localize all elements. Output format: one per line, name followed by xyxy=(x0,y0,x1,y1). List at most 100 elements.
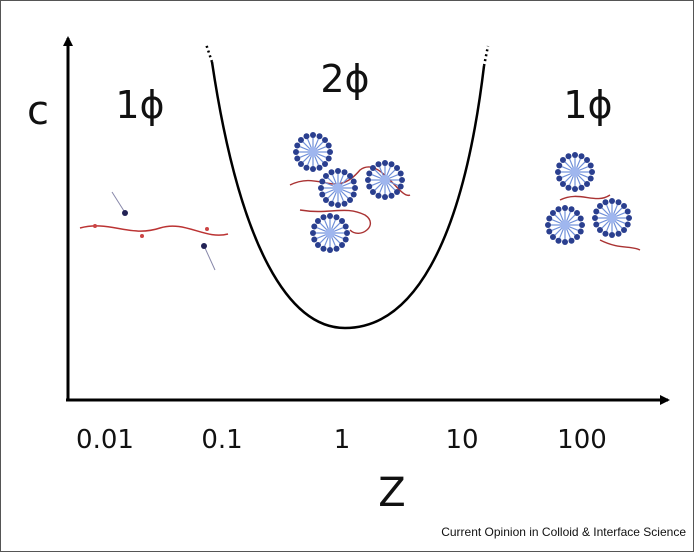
surfactant-head xyxy=(352,185,358,191)
x-tick-label: 0.1 xyxy=(201,425,242,455)
surfactant-head xyxy=(559,181,566,188)
credit: Current Opinion in Colloid & Interface S… xyxy=(441,525,686,539)
surfactant-head xyxy=(375,161,382,168)
surfactant-head xyxy=(568,237,575,244)
micelle-core xyxy=(380,175,390,185)
surfactant-head xyxy=(399,177,405,183)
surfactant-head xyxy=(589,169,595,175)
surfactant-head xyxy=(347,197,354,204)
surfactant-head xyxy=(341,200,348,207)
surfactant-head xyxy=(624,208,631,215)
surfactant-head xyxy=(382,160,388,166)
x-tick-label: 10 xyxy=(445,425,478,455)
surfactant-head xyxy=(303,133,310,140)
surfactant-head xyxy=(574,209,581,216)
surfactant-head xyxy=(549,209,556,216)
x-tick-label: 0.01 xyxy=(76,425,134,455)
surfactants xyxy=(111,191,216,271)
surfactant-head xyxy=(572,186,578,192)
surfactant-head xyxy=(320,214,327,221)
surfactant-head xyxy=(297,161,304,168)
surfactant-head xyxy=(350,178,357,185)
surfactant-head xyxy=(546,215,553,222)
surfactant-head xyxy=(347,172,354,179)
micelle-core xyxy=(607,213,617,223)
x-axis-label: Z xyxy=(378,470,405,516)
micelle xyxy=(545,205,585,245)
surfactant-head xyxy=(596,227,603,234)
surfactant-head xyxy=(565,153,572,160)
region-label: 2ϕ xyxy=(320,57,369,101)
surfactant-head xyxy=(328,169,335,176)
surfactant-head xyxy=(621,227,628,234)
surfactant-head xyxy=(555,237,562,244)
micelle-core xyxy=(308,147,318,157)
surfactant-head xyxy=(397,170,404,177)
surfactant-head xyxy=(333,245,340,252)
surfactant-head xyxy=(303,164,310,171)
surfactant-head xyxy=(592,215,598,221)
surfactant-head xyxy=(369,189,376,196)
micelle xyxy=(318,168,358,208)
surfactant-head xyxy=(549,234,556,241)
micelle-core xyxy=(325,228,335,238)
surfactant-head xyxy=(626,215,632,221)
surfactant-head xyxy=(578,184,585,191)
surfactant-head xyxy=(294,142,301,149)
micelle-core xyxy=(560,220,570,230)
surfactant-head xyxy=(602,230,609,237)
region-label: 1ϕ xyxy=(115,83,164,127)
surfactant-head xyxy=(388,192,395,199)
surfactant-head xyxy=(565,184,572,191)
surfactant-head xyxy=(587,175,594,182)
surfactant-head xyxy=(593,208,600,215)
surfactant-head xyxy=(555,206,562,213)
surfactant-head xyxy=(556,162,563,169)
micelle xyxy=(365,160,405,200)
surfactant-head xyxy=(559,156,566,163)
surfactant-head xyxy=(375,192,382,199)
surfactant-head xyxy=(311,223,318,230)
surfactant-head xyxy=(322,172,329,179)
surfactant-head xyxy=(596,202,603,209)
surfactant-head xyxy=(328,200,335,207)
polymer-chain xyxy=(289,166,641,251)
surfactant-head xyxy=(602,199,609,206)
surfactant-head xyxy=(294,155,301,162)
micelle xyxy=(592,198,632,238)
surfactant-head xyxy=(397,183,404,190)
surfactant-head xyxy=(339,217,346,224)
surfactant-head xyxy=(297,136,304,143)
surfactant-head xyxy=(545,222,551,228)
phase-boundary-dots xyxy=(482,45,490,67)
surfactant-head xyxy=(316,133,323,140)
surfactant-head xyxy=(318,185,324,191)
surfactant-head xyxy=(319,178,326,185)
surfactant-head xyxy=(366,183,373,190)
surfactant-head xyxy=(609,232,615,238)
surfactant-head xyxy=(314,217,321,224)
surfactant-head xyxy=(319,191,326,198)
surfactant-head xyxy=(350,191,357,198)
surfactant-head xyxy=(325,155,332,162)
surfactant-head xyxy=(322,197,329,204)
surfactant-head xyxy=(322,136,329,143)
region-label: 1ϕ xyxy=(563,83,612,127)
y-axis-label: c xyxy=(27,88,49,134)
micelle-core xyxy=(333,183,343,193)
surfactant-head xyxy=(310,132,316,138)
micelle xyxy=(310,213,350,253)
surfactant-head xyxy=(546,228,553,235)
surfactant-head xyxy=(339,242,346,249)
surfactant-head xyxy=(314,242,321,249)
x-tick-label: 100 xyxy=(557,425,607,455)
surfactant-head xyxy=(316,164,323,171)
surfactant-head xyxy=(394,164,401,171)
surfactant-head xyxy=(320,245,327,252)
micelle xyxy=(555,152,595,192)
surfactant-head xyxy=(615,230,622,237)
surfactant-head xyxy=(556,175,563,182)
surfactant-head xyxy=(333,214,340,221)
